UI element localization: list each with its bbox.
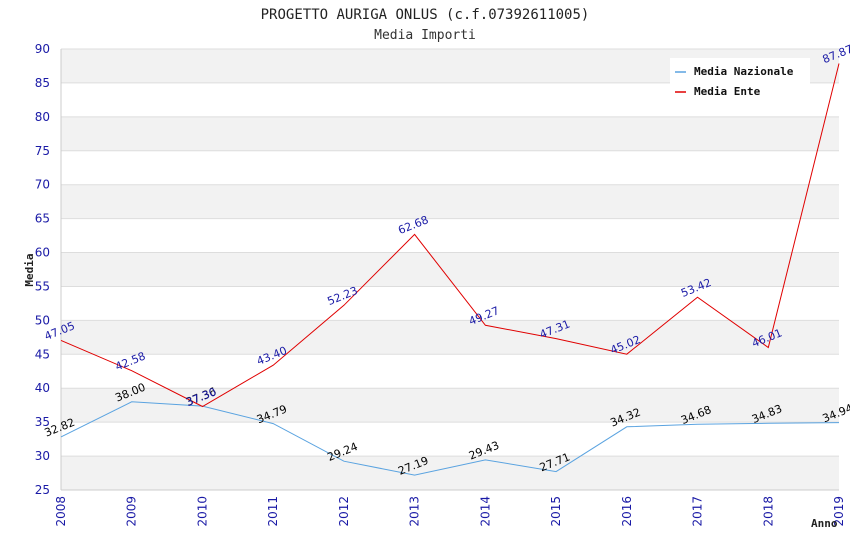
y-tick-label: 30 [35, 449, 50, 463]
x-tick-label: 2011 [266, 496, 280, 527]
y-axis-label: Media [23, 253, 36, 286]
x-tick-labels: 2008 2009 2010 2011 2012 2013 2014 2015 2016 2017… [54, 496, 846, 527]
legend-box [670, 58, 810, 100]
y-tick-label: 50 [35, 313, 50, 327]
y-tick-label: 55 [35, 279, 50, 293]
grid-bands [61, 49, 839, 490]
chart-subtitle: Media Importi [374, 28, 476, 43]
legend: Media Nazionale Media Ente [670, 58, 810, 100]
x-tick-label: 2010 [195, 496, 209, 527]
x-tick-label: 2012 [337, 496, 351, 527]
y-tick-label: 65 [35, 212, 50, 226]
grid-band [61, 116, 839, 151]
data-label: 52.23 [326, 284, 360, 308]
grid-band [61, 184, 839, 219]
x-tick-label: 2019 [832, 496, 846, 527]
y-tick-label: 40 [35, 381, 50, 395]
x-axis-label: Anno [811, 517, 838, 530]
x-tick-label: 2015 [549, 496, 563, 527]
y-tick-label: 80 [35, 110, 50, 124]
y-tick-label: 45 [35, 347, 50, 361]
y-tick-label: 85 [35, 76, 50, 90]
y-tick-label: 25 [35, 483, 50, 497]
x-tick-label: 2013 [408, 496, 422, 527]
x-tick-label: 2014 [478, 496, 492, 527]
x-tick-label: 2017 [691, 496, 705, 527]
x-tick-label: 2009 [125, 496, 139, 527]
chart-title: PROGETTO AURIGA ONLUS (c.f.07392611005) [261, 7, 590, 23]
x-tick-label: 2018 [761, 496, 775, 527]
legend-label-media-ente: Media Ente [694, 85, 761, 98]
y-tick-labels: 25 30 35 40 45 50 55 60 65 70 75 80 85 90 [35, 42, 50, 497]
y-tick-label: 70 [35, 178, 50, 192]
series-line-media-ente [60, 63, 840, 408]
grid-band [61, 252, 839, 287]
axes [60, 49, 839, 491]
y-tick-label: 35 [35, 415, 50, 429]
series-lines [60, 63, 840, 476]
y-tick-label: 75 [35, 144, 50, 158]
legend-label-media-nazionale: Media Nazionale [694, 65, 794, 78]
grid-band [61, 456, 839, 490]
grid-band [61, 320, 839, 355]
x-tick-label: 2016 [620, 496, 634, 527]
x-tick-label: 2008 [54, 496, 68, 527]
grid-band [61, 388, 839, 423]
y-tick-label: 90 [35, 42, 50, 56]
series-line-media-nazionale [60, 401, 840, 476]
y-tick-label: 60 [35, 246, 50, 260]
